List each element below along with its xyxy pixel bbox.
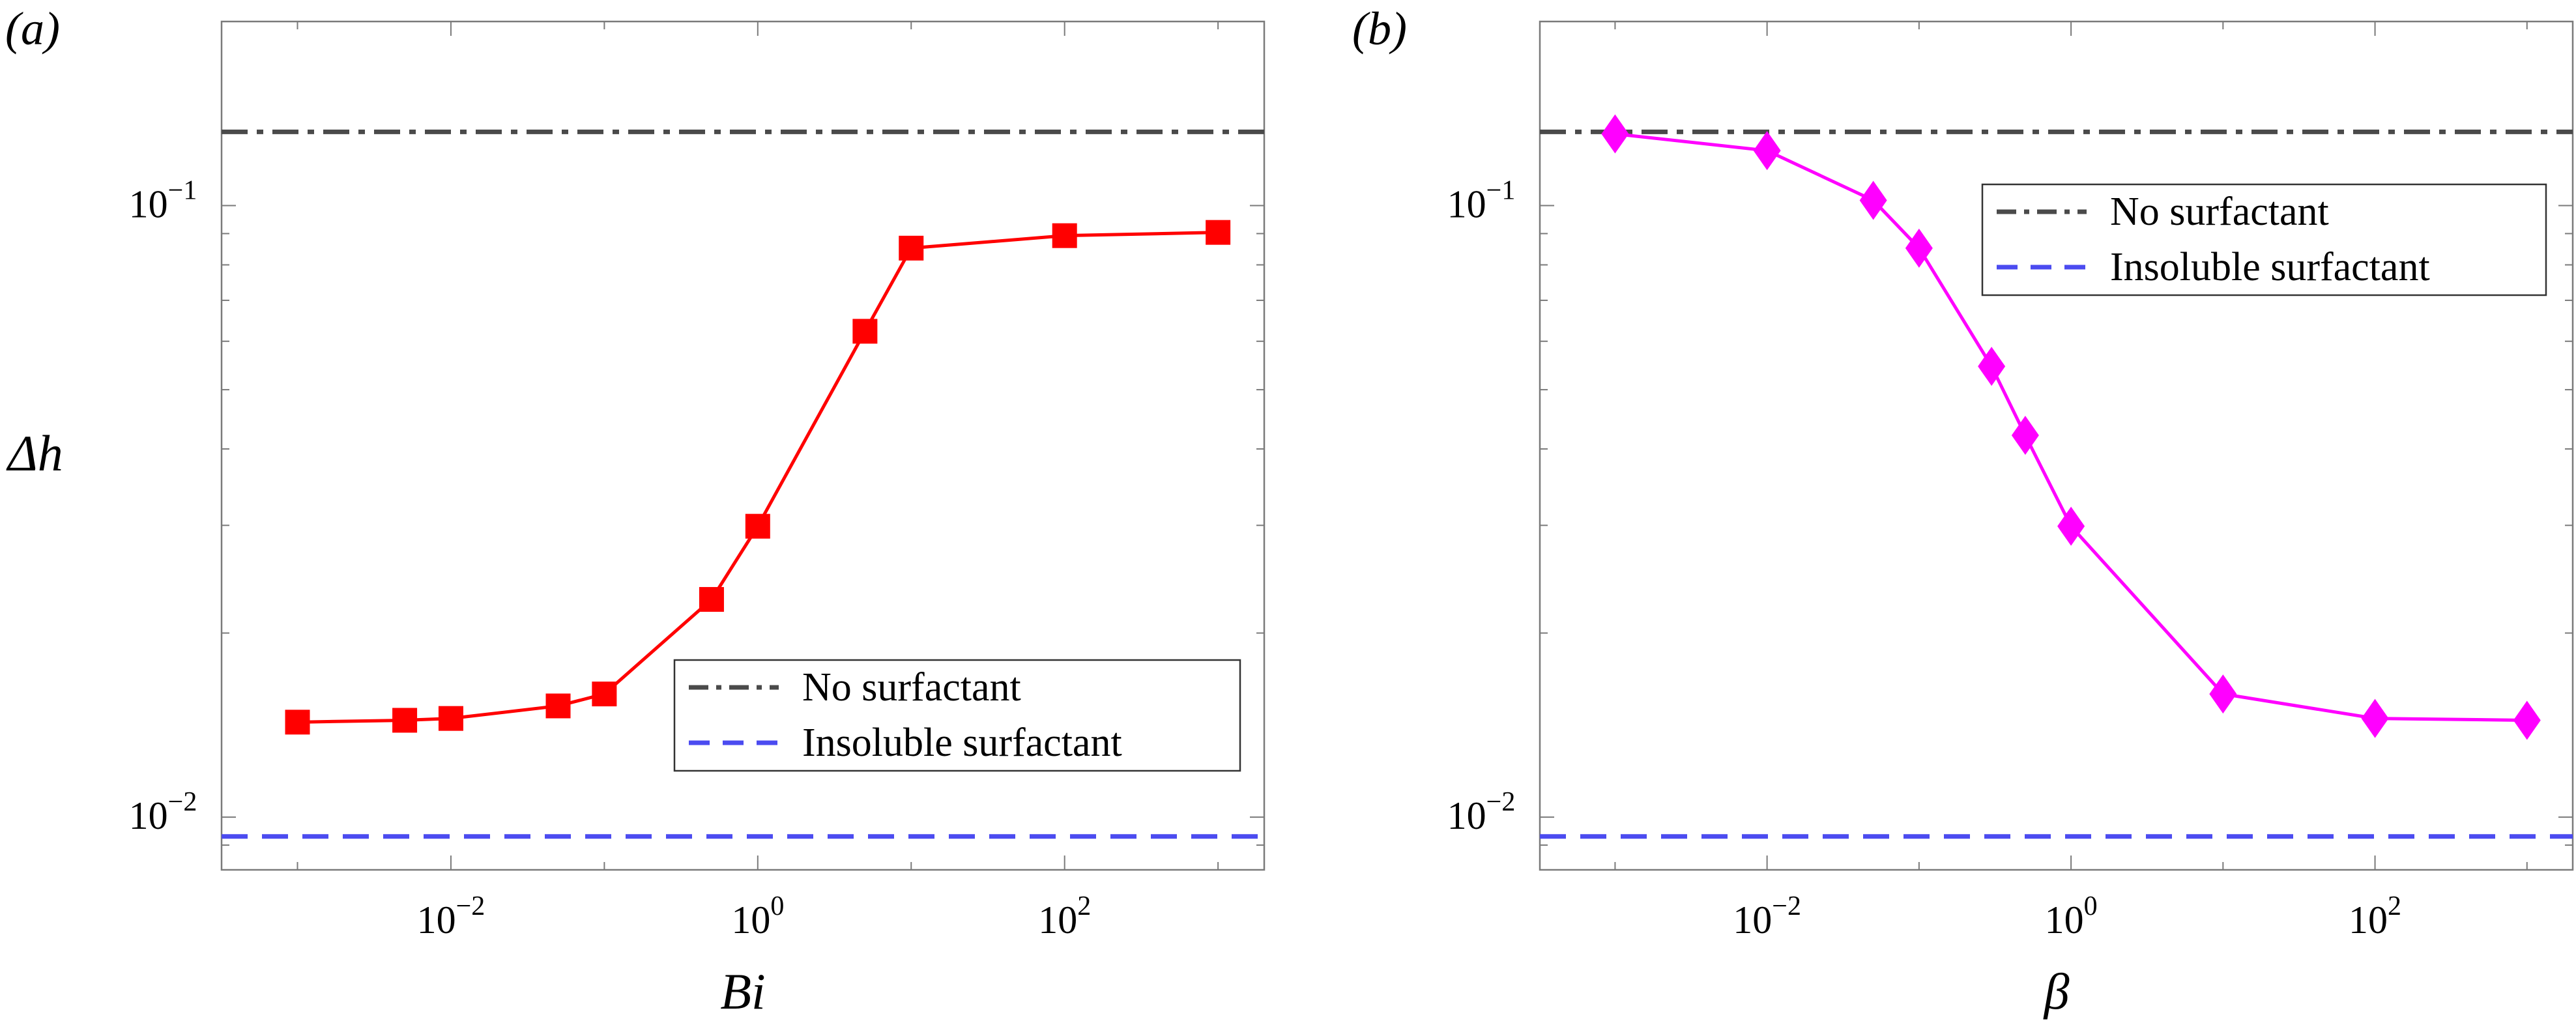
data-point-diamond	[1859, 180, 1887, 220]
x-tick-label-base: 10	[417, 899, 456, 942]
x-tick-label-exponent: −2	[1772, 891, 1801, 921]
legend-label: Insoluble surfactant	[2110, 245, 2430, 289]
data-point-diamond	[2011, 416, 2039, 455]
x-tick-label: 102	[2349, 891, 2401, 942]
y-tick-label-base: 10	[1447, 794, 1486, 837]
x-axis-label: Bi	[720, 963, 765, 1020]
data-point-diamond	[2209, 674, 2237, 714]
y-tick-label-exponent: −2	[1486, 787, 1516, 817]
legend: No surfactant Insoluble surfactant	[673, 659, 1241, 772]
data-point-diamond	[1978, 347, 2006, 386]
x-tick-label-base: 10	[1038, 899, 1077, 942]
x-tick-label-base: 10	[2349, 899, 2388, 942]
data-point-diamond	[1905, 228, 1933, 268]
x-tick-label-exponent: −2	[456, 891, 485, 921]
x-axis-label: β	[2043, 963, 2070, 1020]
data-point-square	[545, 693, 571, 719]
plot-frame	[1539, 20, 2574, 871]
data-point-square	[745, 513, 770, 539]
y-tick-label: 10−1	[1447, 176, 1516, 226]
series-line	[1615, 132, 2527, 722]
legend-label: No surfactant	[2110, 190, 2329, 234]
y-tick-label: 10−2	[1447, 787, 1516, 837]
series-line	[297, 231, 1219, 724]
x-tick-label: 10−2	[417, 891, 485, 942]
x-tick-label: 10−2	[1733, 891, 1801, 942]
y-tick-label-base: 10	[129, 183, 168, 226]
data-point-diamond	[1753, 131, 1781, 171]
data-point-square	[285, 710, 310, 735]
data-point-square	[899, 235, 924, 261]
x-tick-label-exponent: 0	[2084, 891, 2098, 921]
x-tick-label-base: 10	[2045, 899, 2084, 942]
legend: No surfactant Insoluble surfactant	[1981, 183, 2547, 296]
legend-label: No surfactant	[802, 665, 1021, 710]
axis-ticks	[1540, 21, 2573, 870]
data-point-diamond	[1601, 114, 1629, 154]
legend-label: Insoluble surfactant	[802, 721, 1122, 765]
y-tick-label: 10−2	[129, 787, 197, 837]
axis-ticks	[222, 21, 1264, 870]
legend-box	[1981, 183, 2547, 296]
panel-label: (a)	[5, 3, 60, 55]
y-tick-label-exponent: −2	[168, 787, 197, 817]
y-axis-label: Δh	[6, 425, 63, 482]
data-point-diamond	[2057, 506, 2085, 546]
data-point-square	[392, 708, 418, 733]
x-tick-label-exponent: 0	[770, 891, 784, 921]
y-tick-label: 10−1	[129, 176, 197, 226]
data-point-square	[592, 682, 617, 707]
data-point-square	[1206, 220, 1231, 245]
x-tick-label-base: 10	[1733, 899, 1772, 942]
x-tick-label: 100	[731, 891, 784, 942]
y-tick-label-exponent: −1	[168, 176, 197, 206]
data-point-square	[438, 706, 463, 731]
y-tick-label-exponent: −1	[1486, 176, 1516, 206]
panel-label: (b)	[1352, 3, 1407, 55]
data-point-diamond	[2513, 700, 2541, 740]
x-tick-label-exponent: 2	[1077, 891, 1091, 921]
data-point-diamond	[2361, 698, 2389, 738]
data-point-square	[699, 586, 724, 612]
y-tick-label-base: 10	[129, 794, 168, 837]
legend-box	[673, 659, 1241, 772]
x-tick-label: 102	[1038, 891, 1091, 942]
data-point-square	[852, 319, 878, 344]
y-tick-label-base: 10	[1447, 183, 1486, 226]
x-tick-label-base: 10	[731, 899, 770, 942]
x-tick-label-exponent: 2	[2388, 891, 2401, 921]
data-point-square	[1052, 223, 1077, 248]
x-tick-label: 100	[2045, 891, 2098, 942]
plot-frame	[220, 20, 1266, 871]
